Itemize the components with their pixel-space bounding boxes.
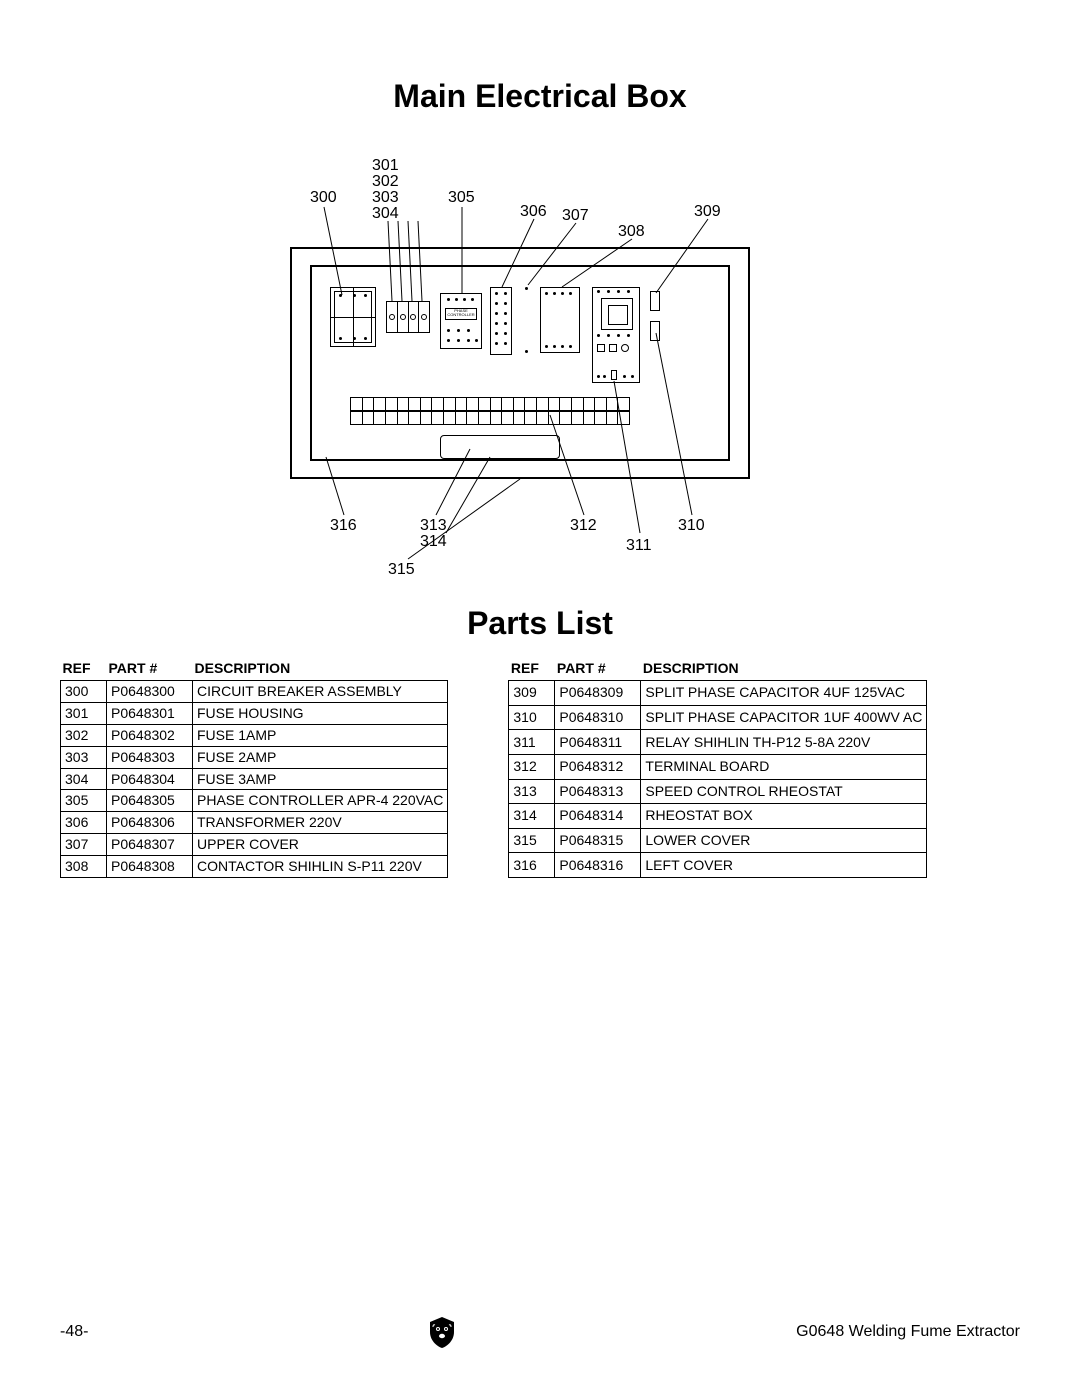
table-row: 316P0648316LEFT COVER [509, 853, 927, 878]
table-cell: P0648306 [107, 812, 193, 834]
table-cell: 314 [509, 804, 555, 829]
table-cell: FUSE 1AMP [193, 724, 448, 746]
table-cell: 316 [509, 853, 555, 878]
col-part: PART # [107, 656, 193, 681]
page-number: -48- [60, 1323, 88, 1341]
table-cell: 312 [509, 754, 555, 779]
table-row: 307P0648307UPPER COVER [61, 834, 448, 856]
diagram-label: 314 [420, 533, 447, 551]
parts-tables: REF PART # DESCRIPTION 300P0648300CIRCUI… [60, 656, 1020, 878]
table-cell: P0648315 [555, 828, 641, 853]
table-cell: 300 [61, 681, 107, 703]
table-cell: P0648303 [107, 746, 193, 768]
table-cell: 311 [509, 730, 555, 755]
table-cell: 304 [61, 768, 107, 790]
diagram-label: 304 [372, 205, 399, 223]
table-cell: P0648312 [555, 754, 641, 779]
diagram-label: 306 [520, 203, 547, 221]
table-row: 300P0648300CIRCUIT BREAKER ASSEMBLY [61, 681, 448, 703]
table-cell: 308 [61, 856, 107, 878]
table-cell: 306 [61, 812, 107, 834]
table-row: 304P0648304FUSE 3AMP [61, 768, 448, 790]
col-ref: REF [509, 656, 555, 681]
table-row: 303P0648303FUSE 2AMP [61, 746, 448, 768]
table-cell: P0648310 [555, 705, 641, 730]
table-cell: TRANSFORMER 220V [193, 812, 448, 834]
parts-table-left: REF PART # DESCRIPTION 300P0648300CIRCUI… [60, 656, 448, 878]
table-cell: CIRCUIT BREAKER ASSEMBLY [193, 681, 448, 703]
table-cell: RELAY SHIHLIN TH-P12 5-8A 220V [641, 730, 927, 755]
table-cell: P0648305 [107, 790, 193, 812]
diagram-label: 310 [678, 517, 705, 535]
table-cell: CONTACTOR SHIHLIN S-P11 220V [193, 856, 448, 878]
table-row: 301P0648301FUSE HOUSING [61, 702, 448, 724]
table-cell: 313 [509, 779, 555, 804]
table-row: 315P0648315LOWER COVER [509, 828, 927, 853]
table-cell: 301 [61, 702, 107, 724]
table-cell: SPLIT PHASE CAPACITOR 1UF 400WV AC [641, 705, 927, 730]
table-row: 312P0648312TERMINAL BOARD [509, 754, 927, 779]
table-cell: P0648307 [107, 834, 193, 856]
table-cell: 303 [61, 746, 107, 768]
table-row: 308P0648308CONTACTOR SHIHLIN S-P11 220V [61, 856, 448, 878]
diagram-label: 312 [570, 517, 597, 535]
table-cell: P0648311 [555, 730, 641, 755]
table-cell: LEFT COVER [641, 853, 927, 878]
table-row: 314P0648314RHEOSTAT BOX [509, 804, 927, 829]
table-cell: PHASE CONTROLLER APR-4 220VAC [193, 790, 448, 812]
table-cell: SPLIT PHASE CAPACITOR 4UF 125VAC [641, 681, 927, 706]
col-desc: DESCRIPTION [193, 656, 448, 681]
table-row: 302P0648302FUSE 1AMP [61, 724, 448, 746]
document-name: G0648 Welding Fume Extractor [796, 1323, 1020, 1341]
table-row: 305P0648305PHASE CONTROLLER APR-4 220VAC [61, 790, 448, 812]
table-cell: 307 [61, 834, 107, 856]
table-cell: 305 [61, 790, 107, 812]
table-row: 311P0648311RELAY SHIHLIN TH-P12 5-8A 220… [509, 730, 927, 755]
table-cell: P0648309 [555, 681, 641, 706]
table-cell: LOWER COVER [641, 828, 927, 853]
table-cell: FUSE 2AMP [193, 746, 448, 768]
parts-table-right: REF PART # DESCRIPTION 309P0648309SPLIT … [508, 656, 927, 878]
table-cell: P0648308 [107, 856, 193, 878]
table-row: 306P0648306TRANSFORMER 220V [61, 812, 448, 834]
diagram-label: 309 [694, 203, 721, 221]
diagram-label: 315 [388, 561, 415, 579]
table-cell: P0648301 [107, 702, 193, 724]
page-title: Main Electrical Box [60, 78, 1020, 115]
diagram-label: 305 [448, 189, 475, 207]
table-cell: P0648300 [107, 681, 193, 703]
table-cell: P0648314 [555, 804, 641, 829]
col-ref: REF [61, 656, 107, 681]
table-cell: FUSE HOUSING [193, 702, 448, 724]
diagram-label: 308 [618, 223, 645, 241]
table-cell: 310 [509, 705, 555, 730]
table-row: 310P0648310SPLIT PHASE CAPACITOR 1UF 400… [509, 705, 927, 730]
table-row: 313P0648313SPEED CONTROL RHEOSTAT [509, 779, 927, 804]
table-cell: P0648316 [555, 853, 641, 878]
diagram-label: 307 [562, 207, 589, 225]
col-desc: DESCRIPTION [641, 656, 927, 681]
table-cell: 315 [509, 828, 555, 853]
electrical-diagram: PHASECONTROLLER [290, 157, 790, 577]
brand-logo-icon [427, 1315, 457, 1349]
table-cell: P0648302 [107, 724, 193, 746]
table-row: 309P0648309SPLIT PHASE CAPACITOR 4UF 125… [509, 681, 927, 706]
table-cell: FUSE 3AMP [193, 768, 448, 790]
page-footer: -48- G0648 Welding Fume Extractor [60, 1315, 1020, 1349]
table-cell: P0648313 [555, 779, 641, 804]
table-cell: SPEED CONTROL RHEOSTAT [641, 779, 927, 804]
col-part: PART # [555, 656, 641, 681]
diagram-label: 316 [330, 517, 357, 535]
table-cell: TERMINAL BOARD [641, 754, 927, 779]
diagram-label: 311 [626, 537, 652, 555]
table-cell: P0648304 [107, 768, 193, 790]
table-cell: RHEOSTAT BOX [641, 804, 927, 829]
diagram-label: 300 [310, 189, 337, 207]
table-cell: UPPER COVER [193, 834, 448, 856]
parts-list-heading: Parts List [60, 605, 1020, 642]
table-cell: 309 [509, 681, 555, 706]
table-cell: 302 [61, 724, 107, 746]
